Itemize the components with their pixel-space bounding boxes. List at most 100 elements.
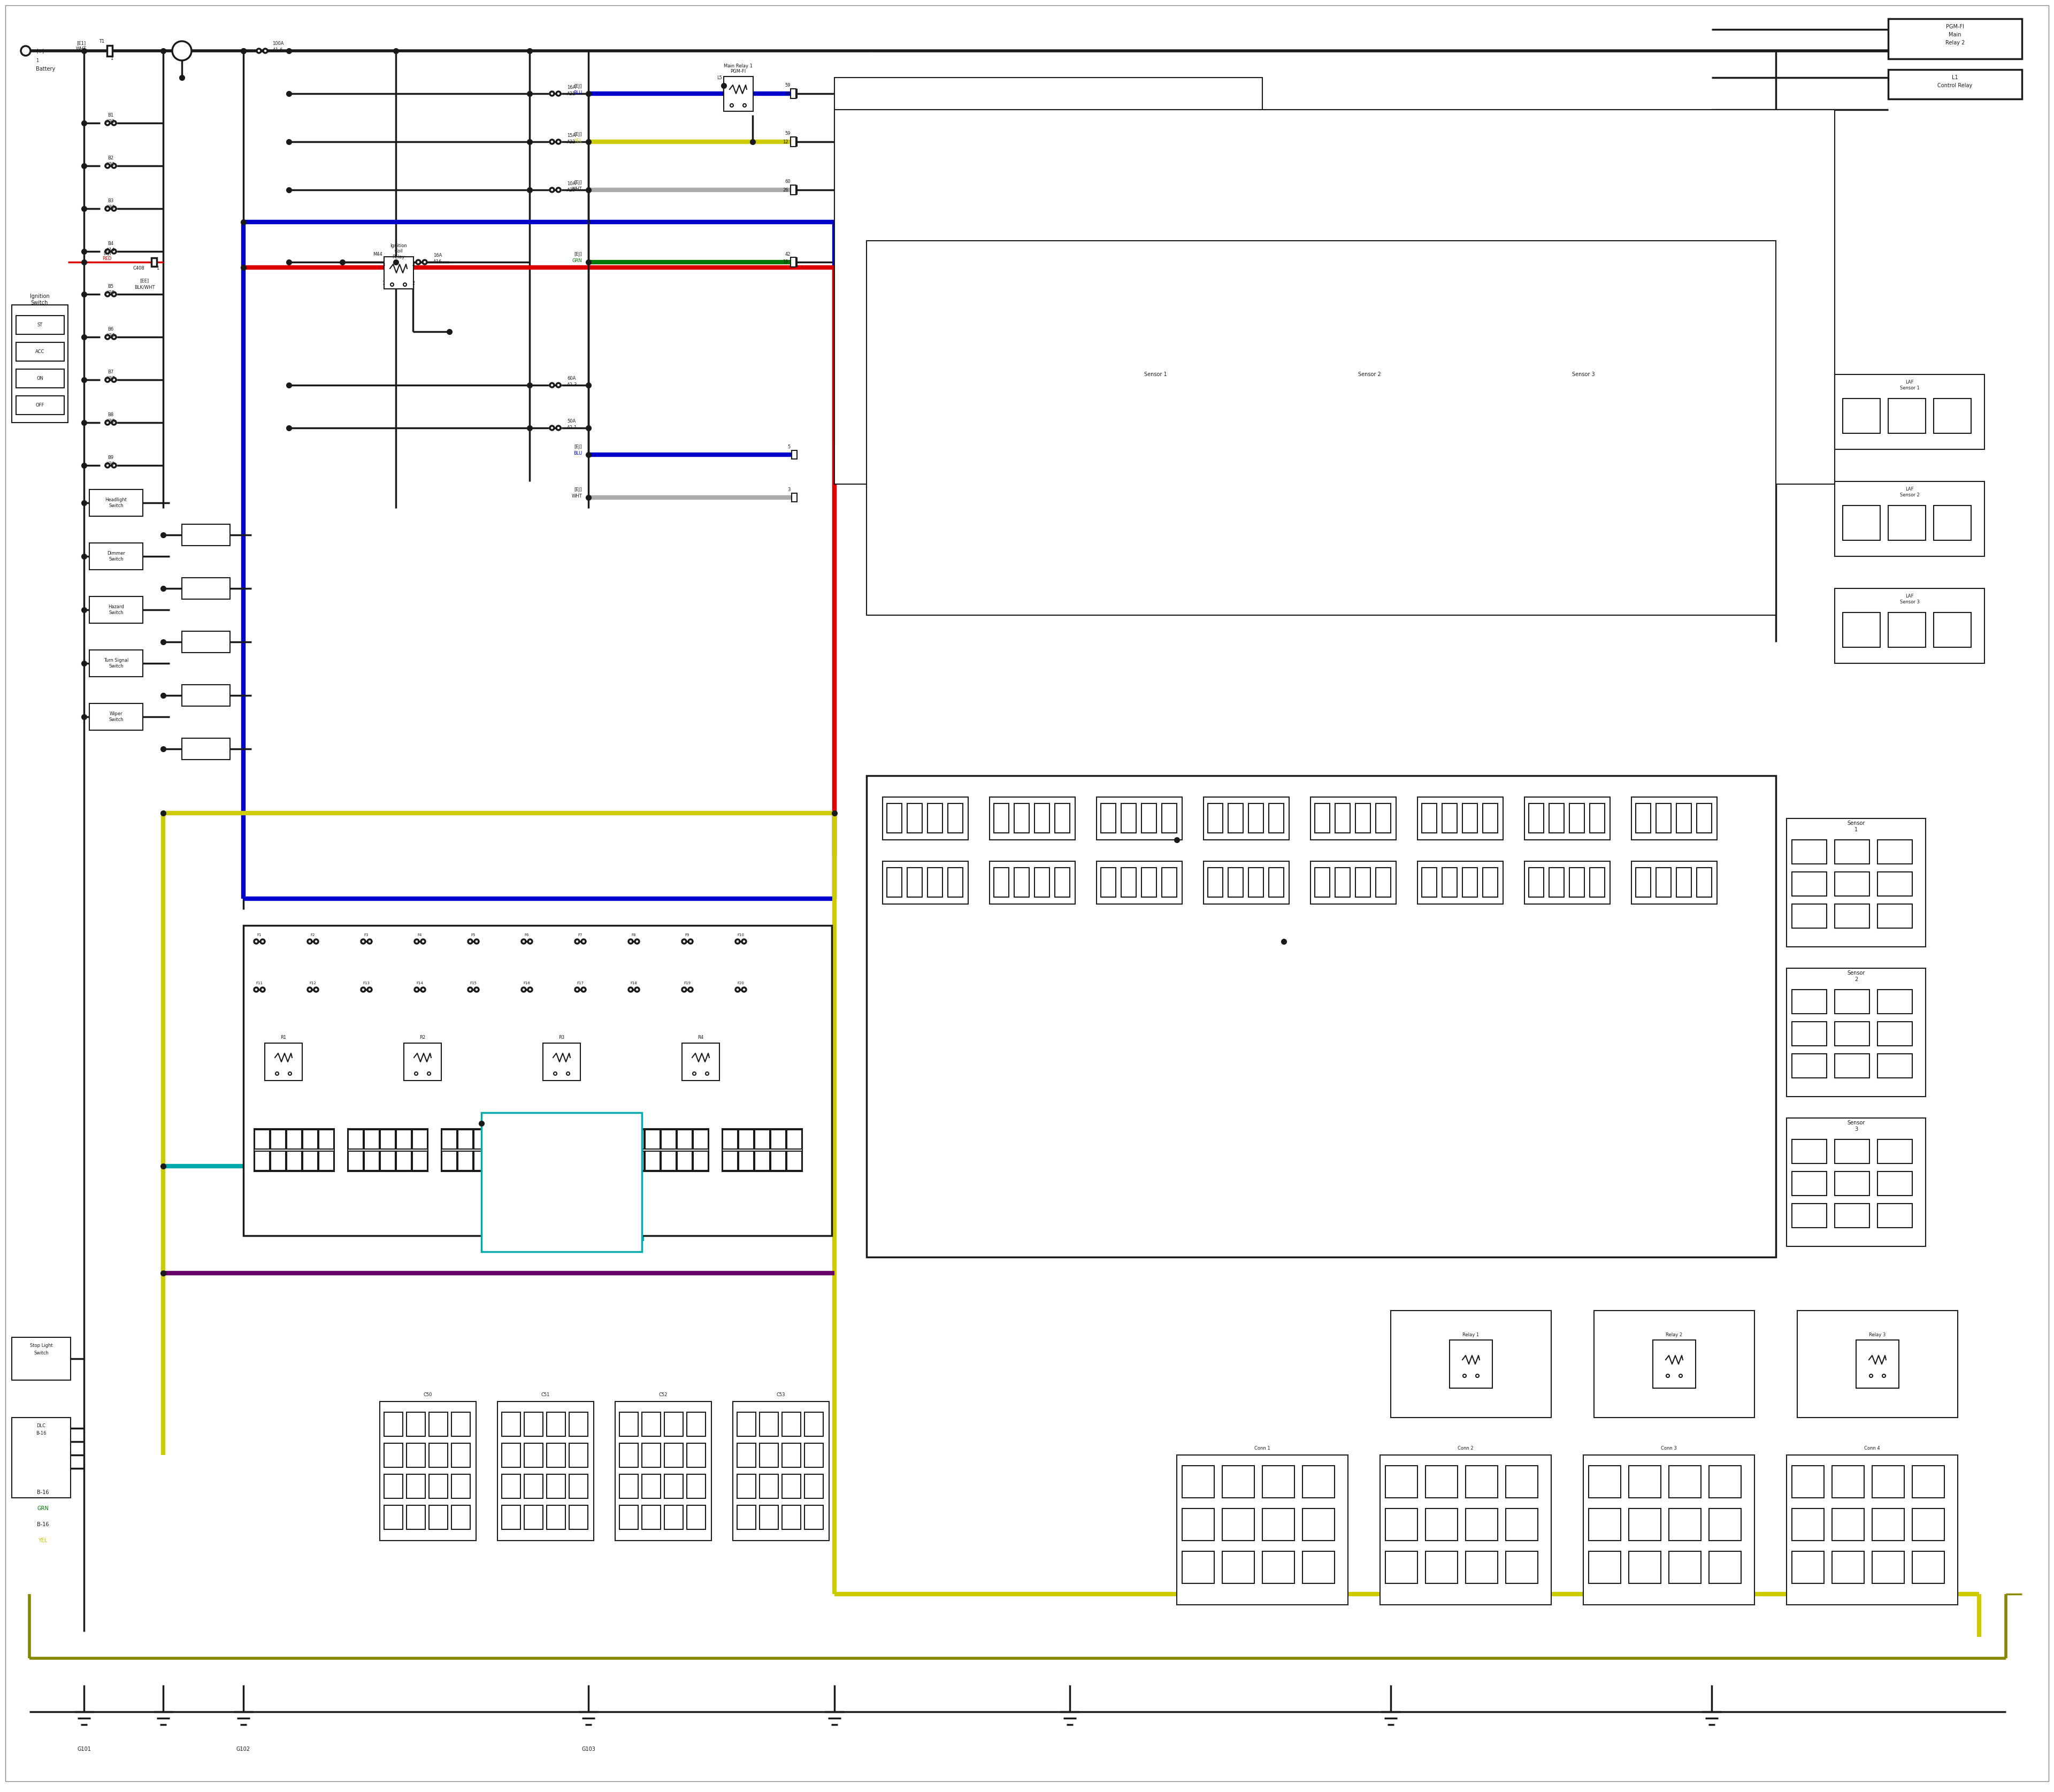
Text: 100A: 100A xyxy=(273,41,283,47)
Circle shape xyxy=(629,939,633,944)
Bar xyxy=(1588,1509,1621,1541)
Circle shape xyxy=(688,939,692,944)
Circle shape xyxy=(105,120,109,125)
Circle shape xyxy=(682,939,686,944)
Bar xyxy=(88,704,144,729)
Bar xyxy=(805,1412,824,1435)
Bar xyxy=(620,1412,639,1435)
Bar xyxy=(88,543,144,570)
Bar xyxy=(1842,613,1879,647)
Bar xyxy=(1497,364,1668,471)
Text: 59: 59 xyxy=(785,131,791,136)
Bar xyxy=(739,1150,754,1170)
Circle shape xyxy=(522,987,526,991)
Bar xyxy=(791,258,797,267)
Bar xyxy=(629,1150,645,1170)
Text: F9: F9 xyxy=(686,934,690,937)
Bar xyxy=(737,1505,756,1529)
Circle shape xyxy=(581,939,585,944)
Circle shape xyxy=(368,987,372,991)
Bar xyxy=(1056,867,1070,898)
Text: F10: F10 xyxy=(737,934,744,937)
Bar xyxy=(787,1150,801,1170)
Bar xyxy=(183,738,230,760)
Text: Relay 1: Relay 1 xyxy=(1462,1331,1479,1337)
Bar xyxy=(1584,385,1614,412)
Text: G103: G103 xyxy=(581,1747,596,1753)
Circle shape xyxy=(550,91,555,95)
Bar xyxy=(1154,385,1187,412)
Text: 19: 19 xyxy=(783,260,789,265)
Bar xyxy=(497,1401,594,1541)
Text: A2-3: A2-3 xyxy=(567,383,577,387)
Text: 5: 5 xyxy=(789,444,791,450)
Text: 12: 12 xyxy=(783,140,789,143)
Circle shape xyxy=(629,987,633,991)
Bar xyxy=(1142,803,1156,833)
Circle shape xyxy=(557,426,561,430)
Bar xyxy=(1791,840,1826,864)
Text: C53: C53 xyxy=(776,1392,785,1398)
Text: Hazard
Switch: Hazard Switch xyxy=(109,604,123,615)
Bar xyxy=(620,1505,639,1529)
Bar xyxy=(349,1150,364,1170)
Bar xyxy=(1787,1118,1927,1247)
Text: Sensor 1: Sensor 1 xyxy=(1144,371,1167,376)
Text: Ignition
Switch: Ignition Switch xyxy=(29,294,49,305)
Text: B-16: B-16 xyxy=(37,1432,47,1435)
Text: B9: B9 xyxy=(107,455,113,461)
Bar xyxy=(271,1129,286,1149)
Circle shape xyxy=(427,1072,431,1075)
Circle shape xyxy=(21,47,31,56)
Text: F18: F18 xyxy=(631,982,637,986)
Bar xyxy=(505,1129,522,1149)
Bar xyxy=(1356,867,1370,898)
Circle shape xyxy=(421,987,425,991)
Bar xyxy=(760,1475,778,1498)
Bar xyxy=(791,90,797,99)
Bar xyxy=(88,489,144,516)
Text: YEL: YEL xyxy=(39,1538,47,1543)
Bar xyxy=(1524,797,1610,840)
Bar xyxy=(783,1443,801,1468)
Bar xyxy=(1074,385,1107,412)
Circle shape xyxy=(255,939,259,944)
Bar xyxy=(380,1150,394,1170)
Circle shape xyxy=(555,1072,557,1075)
Bar xyxy=(620,1443,639,1468)
Bar xyxy=(1834,1140,1869,1163)
Text: 3: 3 xyxy=(382,262,384,267)
Bar xyxy=(641,1412,661,1435)
Bar xyxy=(791,186,797,194)
Bar xyxy=(16,342,64,360)
Bar xyxy=(928,803,943,833)
Circle shape xyxy=(111,163,117,168)
Bar xyxy=(791,136,797,147)
Circle shape xyxy=(735,939,739,944)
Text: B7: B7 xyxy=(107,369,113,375)
Bar xyxy=(380,1129,394,1149)
Circle shape xyxy=(575,939,579,944)
Bar xyxy=(12,1417,70,1498)
Text: A16: A16 xyxy=(433,260,442,265)
Circle shape xyxy=(1869,1374,1873,1378)
Circle shape xyxy=(111,249,117,253)
Text: 16A: 16A xyxy=(567,84,575,90)
Bar xyxy=(883,862,967,903)
Circle shape xyxy=(682,987,686,991)
Bar xyxy=(384,1443,403,1468)
Bar xyxy=(760,1412,778,1435)
Bar xyxy=(1629,1509,1662,1541)
Text: 60A: 60A xyxy=(567,376,575,382)
Bar xyxy=(1834,375,1984,450)
Bar xyxy=(1222,1509,1255,1541)
Text: 10A: 10A xyxy=(567,181,575,186)
Bar xyxy=(1834,1021,1869,1047)
Text: C52: C52 xyxy=(659,1392,668,1398)
Circle shape xyxy=(705,1072,709,1075)
Text: Battery: Battery xyxy=(35,66,55,72)
Text: 15A: 15A xyxy=(567,133,575,138)
Text: G101: G101 xyxy=(78,1747,90,1753)
Circle shape xyxy=(417,260,421,263)
Bar xyxy=(1834,1054,1869,1077)
